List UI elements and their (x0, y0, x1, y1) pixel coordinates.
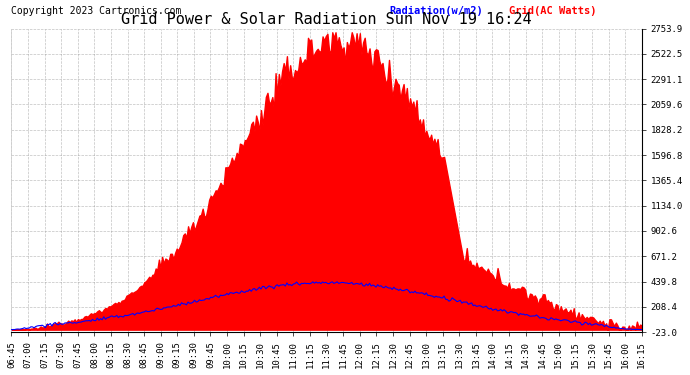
Title: Grid Power & Solar Radiation Sun Nov 19 16:24: Grid Power & Solar Radiation Sun Nov 19 … (121, 12, 532, 27)
Text: Copyright 2023 Cartronics.com: Copyright 2023 Cartronics.com (12, 6, 182, 16)
Text: Radiation(w/m2): Radiation(w/m2) (390, 6, 484, 16)
Text: Grid(AC Watts): Grid(AC Watts) (509, 6, 597, 16)
